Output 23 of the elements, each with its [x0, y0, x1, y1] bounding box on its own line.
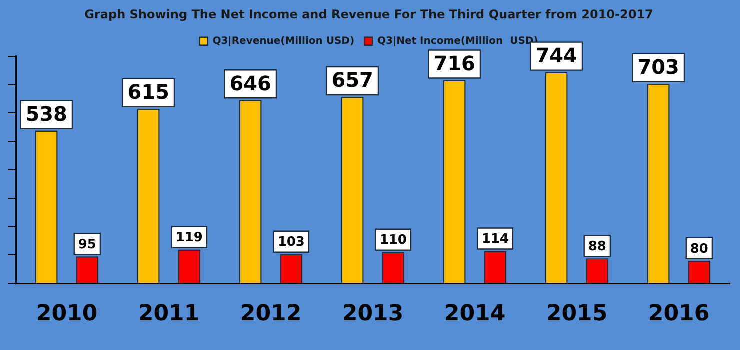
data-label: 646: [230, 71, 272, 96]
data-label: 80: [690, 242, 708, 257]
chart-title: Graph Showing The Net Income and Revenue For The Third Quarter from 2010-2017: [84, 7, 654, 22]
legend-label: Q3|Revenue(Million USD): [212, 36, 355, 47]
x-tick-label: 2014: [444, 302, 506, 327]
data-label: 538: [26, 102, 68, 126]
data-label: 615: [128, 80, 170, 104]
data-label: 744: [536, 44, 578, 68]
data-label: 703: [638, 55, 680, 80]
x-tick-label: 2010: [36, 302, 98, 327]
data-label: 657: [332, 68, 374, 92]
x-tick-label: 2012: [240, 302, 302, 327]
x-tick-label: 2015: [546, 302, 608, 327]
data-label: 114: [482, 232, 509, 248]
x-tick-label: 2011: [138, 302, 200, 327]
data-label: 119: [176, 230, 203, 246]
data-label: 95: [78, 237, 96, 252]
data-label: 716: [434, 51, 476, 76]
x-tick-label: 2016: [648, 302, 710, 327]
data-label: 110: [380, 233, 407, 248]
x-tick-label: 2013: [342, 302, 404, 327]
data-label: 103: [278, 235, 305, 250]
data-label: 88: [588, 239, 606, 254]
